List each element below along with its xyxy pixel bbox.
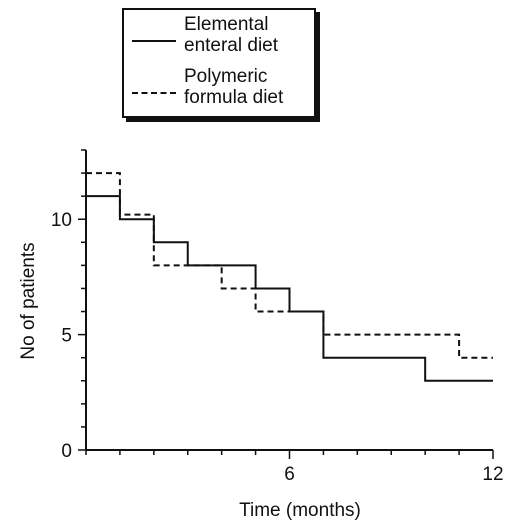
legend-label-line: formula diet [184,87,284,108]
legend-label-line: Elemental [184,14,269,35]
legend-swatch-solid [132,40,176,42]
x-tick-label: 12 [482,464,503,485]
y-tick-label: 0 [61,441,72,462]
x-tick-label: 6 [284,464,295,485]
chart-axes: 0 5 10 6 12 [51,149,504,485]
legend-item-polymeric: Polymeric formula diet [124,65,314,115]
y-tick-label: 10 [51,210,72,231]
legend-label-line: Polymeric [184,66,268,87]
y-tick-label: 5 [61,326,72,347]
legend-label-polymeric: Polymeric formula diet [184,66,312,108]
legend-swatch-dashed [132,92,176,94]
x-axis-label: Time (months) [239,500,361,521]
legend: Elemental enteral diet Polymeric formula… [122,8,316,118]
series-line-polymeric [86,172,493,359]
legend-label-line: enteral diet [184,35,279,56]
legend-label-elemental: Elemental enteral diet [184,14,312,56]
chart-series-layer [86,172,493,382]
legend-item-elemental: Elemental enteral diet [124,13,314,63]
y-axis-label: No of patients [18,242,39,360]
series-line-elemental [86,195,493,382]
